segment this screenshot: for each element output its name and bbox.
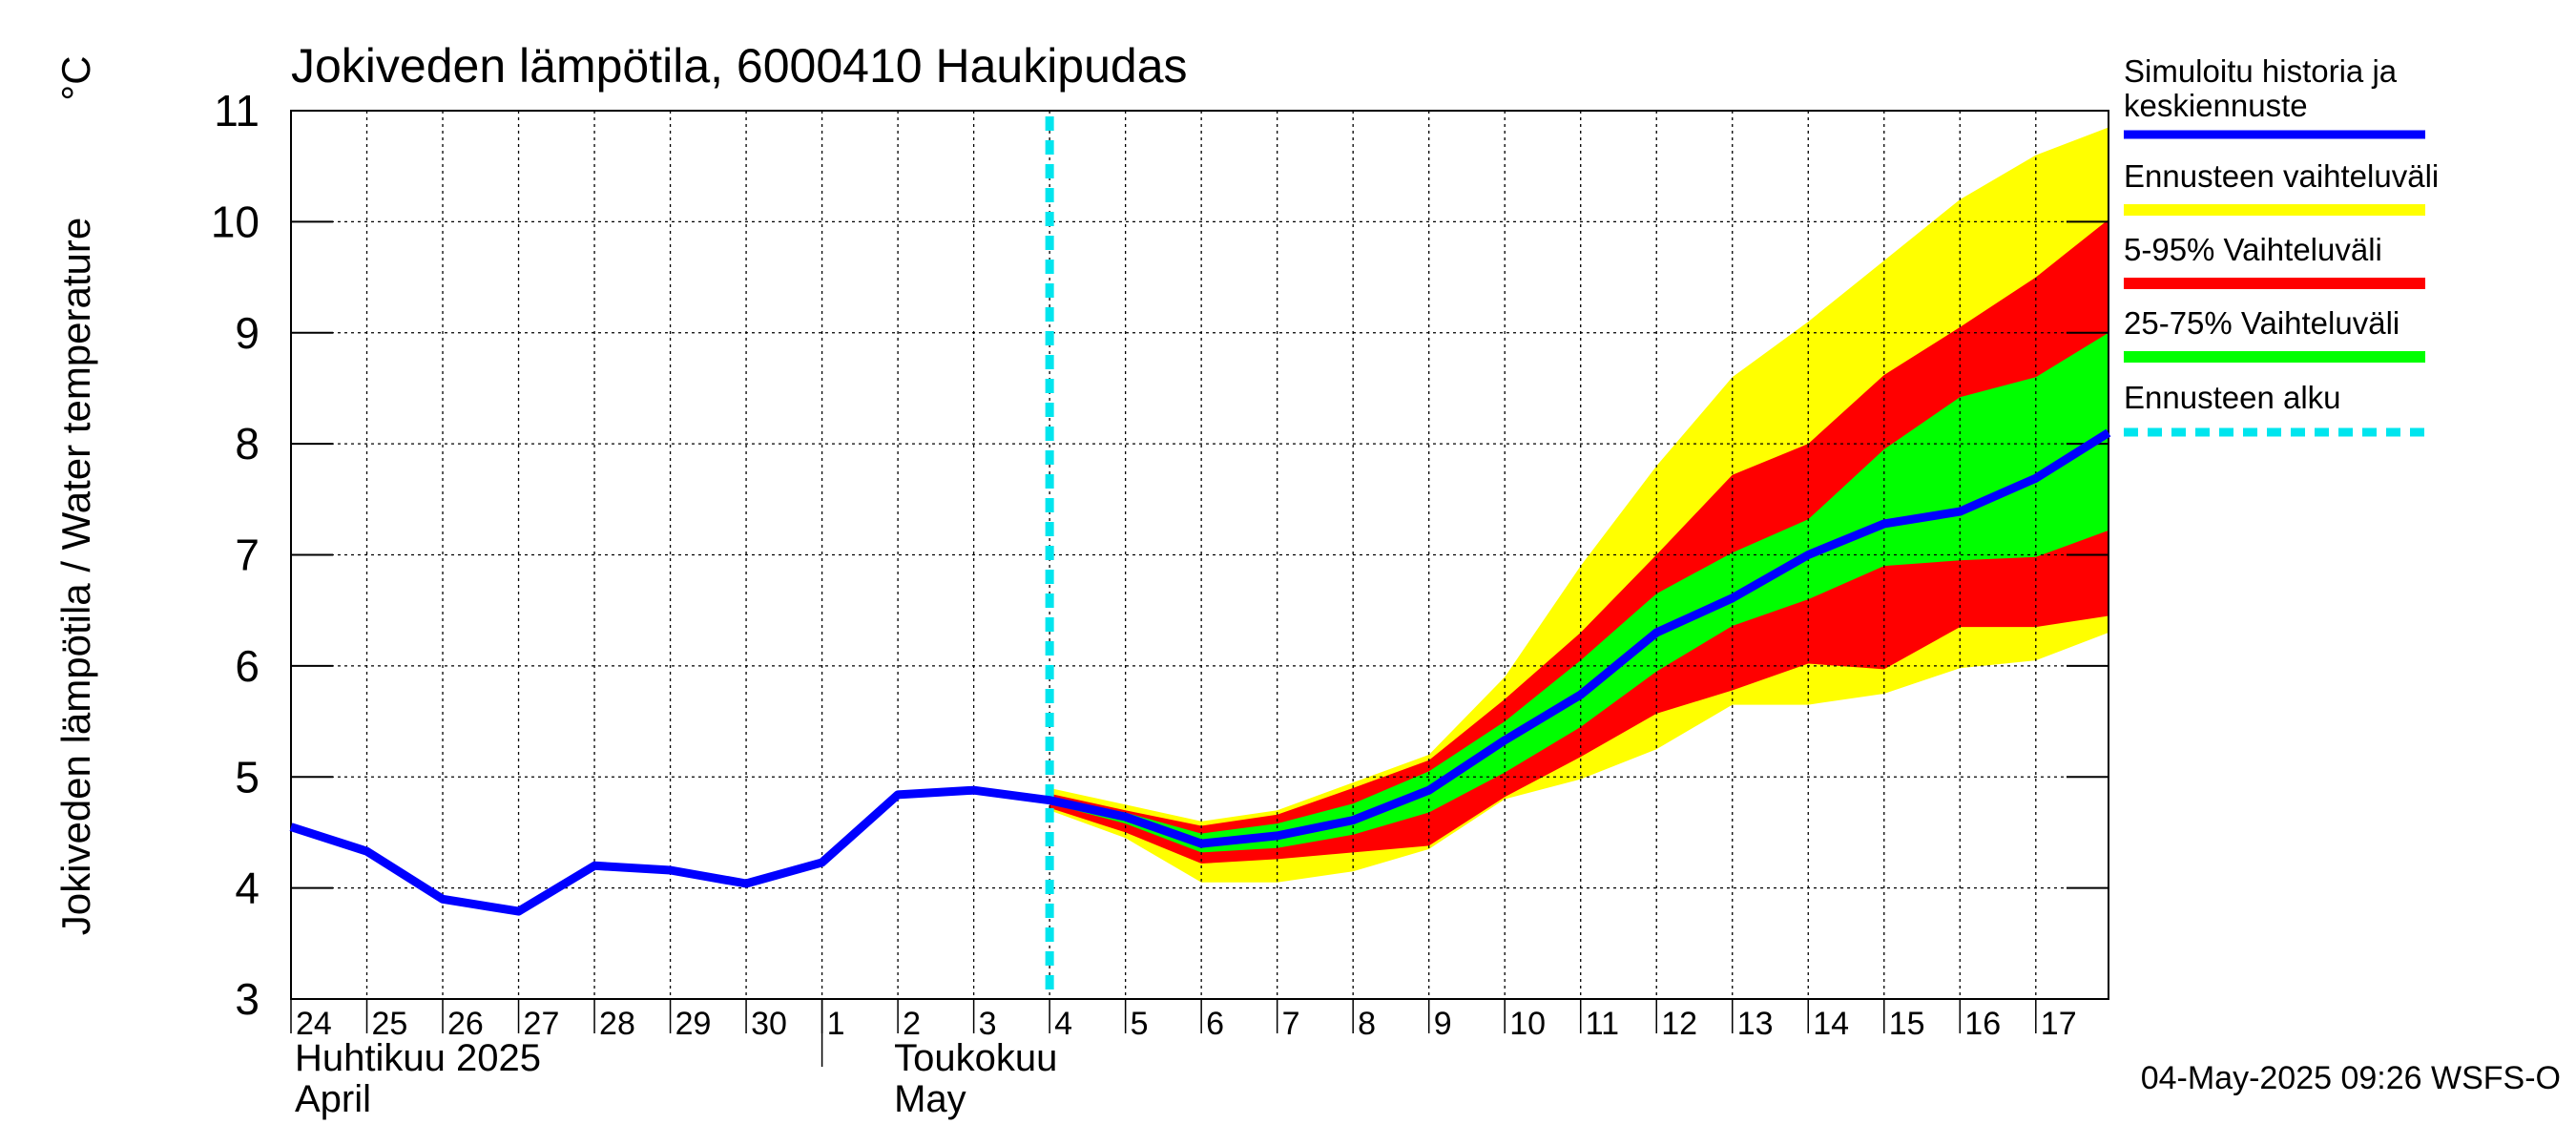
month-label: Huhtikuu 2025 — [295, 1037, 541, 1079]
x-tick-label: 15 — [1889, 1006, 1925, 1042]
x-tick-label: 17 — [2041, 1006, 2077, 1042]
y-tick-label: 5 — [235, 752, 260, 802]
x-tick-label: 26 — [447, 1006, 484, 1042]
x-tick-label: 5 — [1131, 1006, 1149, 1042]
x-tick-label: 4 — [1054, 1006, 1072, 1042]
legend-label-2: Ennusteen vaihteluväli — [2124, 158, 2439, 194]
y-tick-label: 8 — [235, 419, 260, 468]
footer-timestamp: 04-May-2025 09:26 WSFS-O — [2141, 1060, 2561, 1096]
y-tick-label: 9 — [235, 308, 260, 358]
legend-label-5: Ennusteen alku — [2124, 380, 2341, 415]
x-tick-label: 13 — [1737, 1006, 1774, 1042]
x-tick-label: 24 — [296, 1006, 332, 1042]
x-tick-label: 10 — [1509, 1006, 1546, 1042]
x-tick-label: 11 — [1586, 1006, 1619, 1042]
y-tick-label: 10 — [211, 197, 260, 246]
band-1 — [1049, 127, 2109, 883]
legend-label-4: 25-75% Vaihteluväli — [2124, 305, 2399, 341]
x-tick-label: 9 — [1434, 1006, 1452, 1042]
month-label-en: April — [295, 1078, 371, 1120]
y-tick-label: 11 — [214, 86, 260, 135]
x-tick-label: 27 — [524, 1006, 560, 1042]
legend-label-3: 5-95% Vaihteluväli — [2124, 232, 2382, 267]
chart-title: Jokiveden lämpötila, 6000410 Haukipudas — [291, 39, 1188, 93]
y-axis-unit: °C — [53, 55, 98, 100]
y-tick-label: 7 — [235, 531, 260, 580]
y-axis-label: Jokiveden lämpötila / Water temperature — [53, 218, 98, 935]
x-tick-label: 30 — [751, 1006, 787, 1042]
x-tick-label: 8 — [1358, 1006, 1376, 1042]
legend-label-1: keskiennuste — [2124, 88, 2308, 123]
y-tick-label: 6 — [235, 641, 260, 691]
x-tick-label: 3 — [979, 1006, 997, 1042]
x-tick-label: 28 — [599, 1006, 635, 1042]
x-tick-label: 6 — [1206, 1006, 1224, 1042]
month-label: Toukokuu — [894, 1037, 1057, 1079]
x-tick-label: 12 — [1661, 1006, 1697, 1042]
x-tick-label: 2 — [903, 1006, 921, 1042]
month-label-en: May — [894, 1078, 966, 1120]
y-tick-label: 4 — [235, 864, 260, 913]
legend-label-1: Simuloitu historia ja — [2124, 53, 2398, 89]
x-tick-label: 16 — [1964, 1006, 2001, 1042]
x-tick-label: 7 — [1282, 1006, 1300, 1042]
series-line-1 — [289, 428, 2111, 916]
y-tick-label: 3 — [235, 974, 260, 1024]
x-tick-label: 25 — [372, 1006, 408, 1042]
x-tick-label: 29 — [675, 1006, 712, 1042]
x-tick-label: 1 — [827, 1006, 845, 1042]
x-tick-label: 14 — [1813, 1006, 1849, 1042]
